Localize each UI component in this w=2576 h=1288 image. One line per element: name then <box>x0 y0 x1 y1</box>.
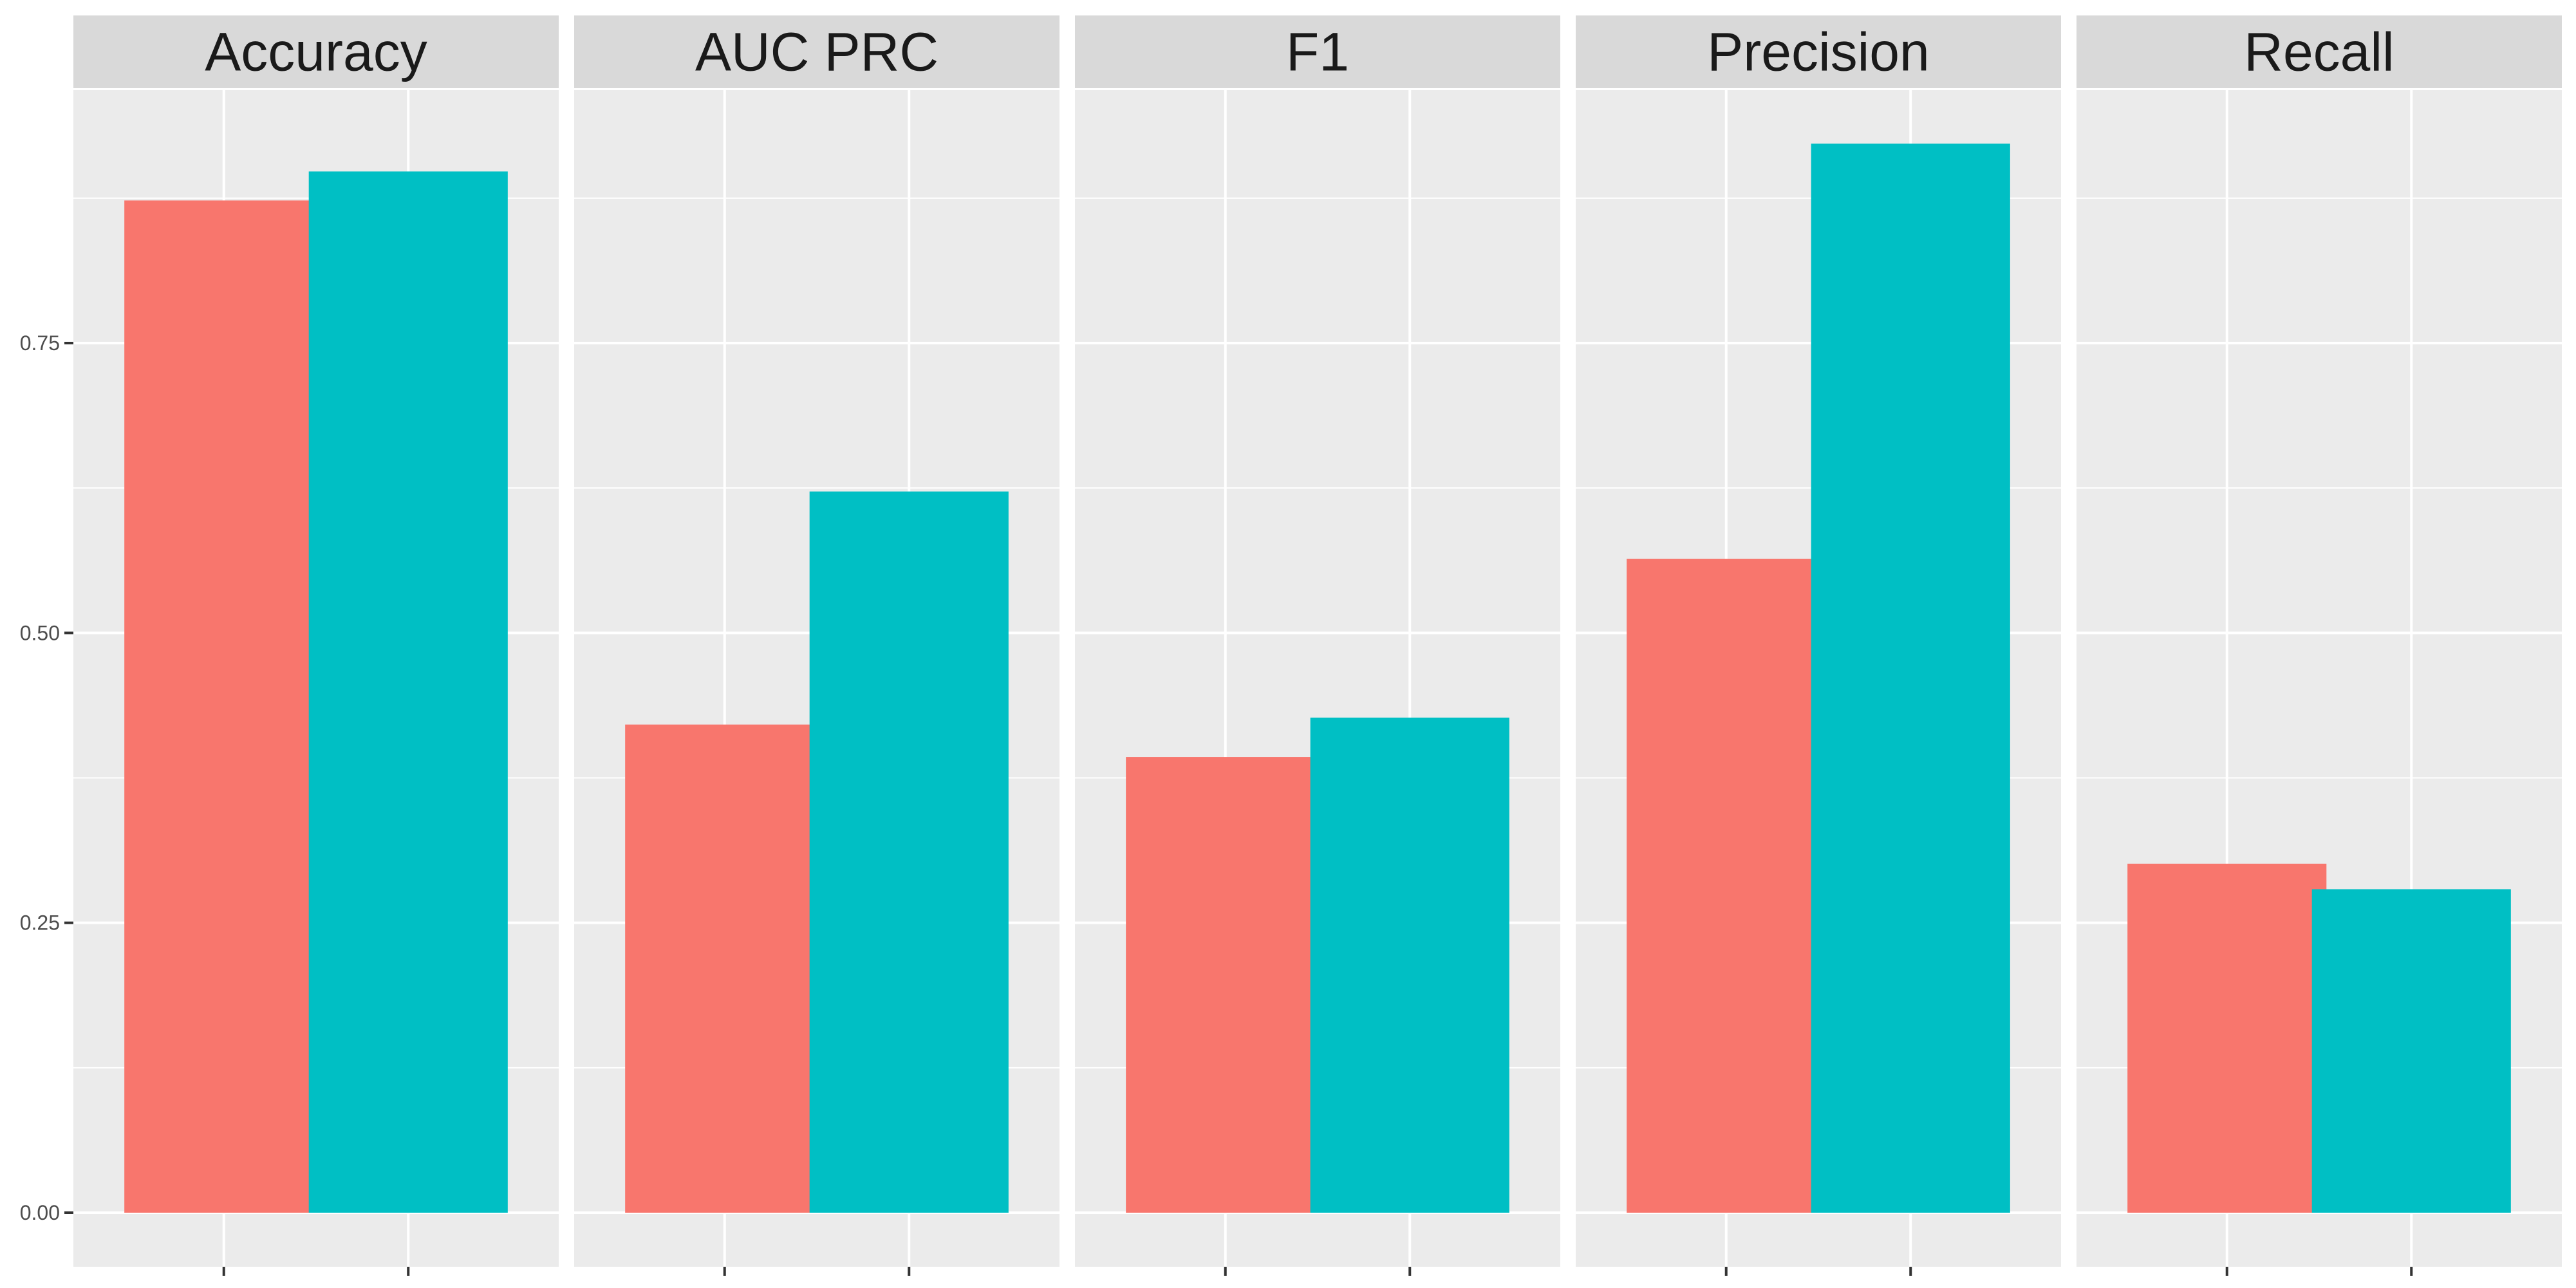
facet-auc-prc: AUC PRC <box>574 15 1059 1276</box>
bar-recall-series-1 <box>2127 863 2327 1213</box>
facet-recall: Recall <box>2077 15 2562 1276</box>
facet-strip <box>574 15 1059 88</box>
facet-strip-label: Precision <box>1707 22 1929 82</box>
facet-accuracy: Accuracy <box>73 15 559 1276</box>
facet-strip-label: Recall <box>2244 22 2394 82</box>
facet-strip-label: Accuracy <box>205 22 427 82</box>
facet-strip <box>1576 15 2061 88</box>
y-tick-label: 0.25 <box>20 911 60 935</box>
facet-strip <box>2077 15 2562 88</box>
facet-panels: Accuracy AUC PRC F1 Precision Recall <box>73 15 2562 1276</box>
facet-strip <box>73 15 559 88</box>
y-tick-label: 0.50 <box>20 621 60 644</box>
facet-strip <box>1075 15 1560 88</box>
y-axis: 0.00 0.25 0.50 0.75 <box>20 331 73 1224</box>
bar-recall-series-2 <box>2311 889 2511 1213</box>
bar-auc-prc-series-1 <box>625 724 825 1213</box>
bar-f1-series-2 <box>1310 717 1509 1213</box>
bar-auc-prc-series-2 <box>809 491 1009 1213</box>
bar-precision-series-1 <box>1627 559 1826 1213</box>
bar-accuracy-series-2 <box>308 171 508 1213</box>
y-tick-label: 0.75 <box>20 331 60 355</box>
facet-precision: Precision <box>1576 15 2061 1276</box>
facet-strip-label: AUC PRC <box>695 22 938 82</box>
bar-precision-series-2 <box>1811 144 2010 1213</box>
bar-accuracy-series-1 <box>124 200 324 1213</box>
facet-f1: F1 <box>1075 15 1560 1276</box>
y-tick-label: 0.00 <box>20 1201 60 1224</box>
bar-f1-series-1 <box>1126 757 1325 1213</box>
facet-strip-label: F1 <box>1286 22 1349 82</box>
